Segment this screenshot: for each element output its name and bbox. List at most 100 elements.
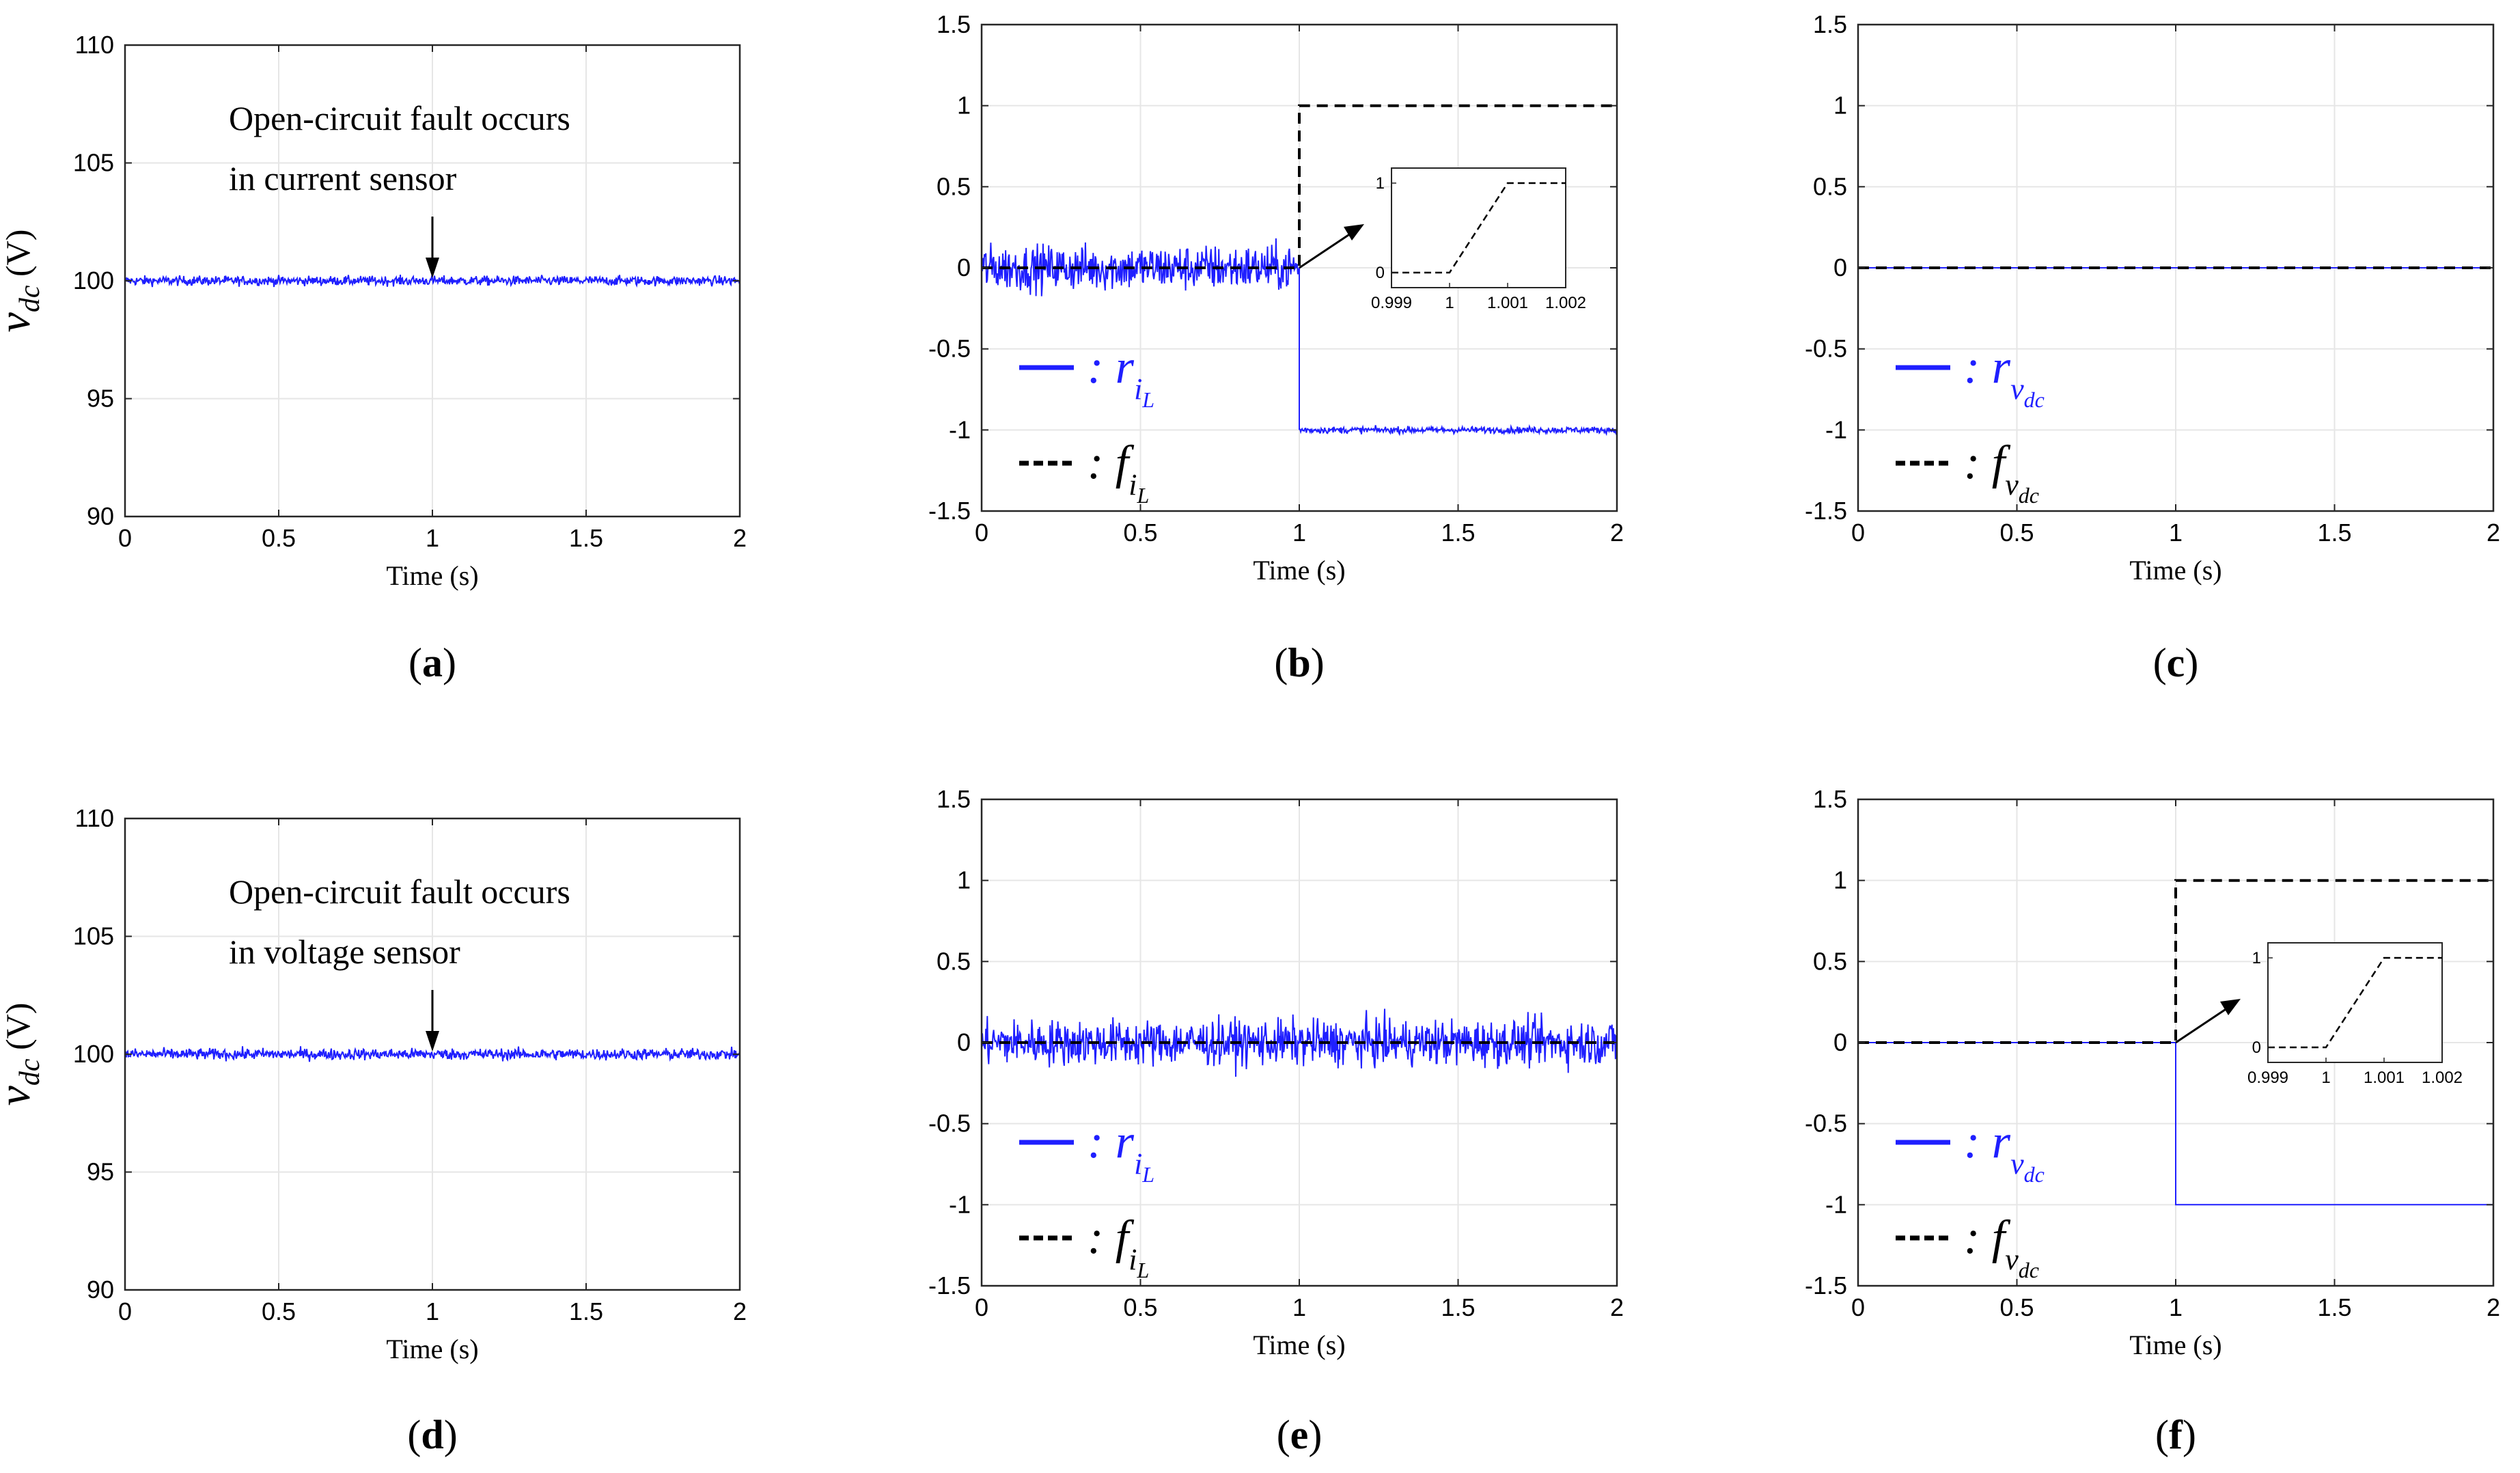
y-tick-label: -1.5 bbox=[928, 1271, 971, 1299]
x-axis-label: Time (s) bbox=[386, 1334, 478, 1364]
chart-f: 0 0.5 1 1.5 2 -1.5 -1 -0.5 0 0.5 1 1.5 Time (s): rvd… bbox=[1805, 785, 2500, 1457]
x-tick-label: 0.5 bbox=[1999, 1293, 2034, 1321]
y-tick-label: -1 bbox=[949, 415, 971, 443]
inset-arrow-head bbox=[1344, 224, 1364, 240]
y-tick-label: 1 bbox=[957, 92, 971, 120]
x-tick-label: 0.5 bbox=[1123, 519, 1157, 547]
y-tick-label: 0.5 bbox=[937, 172, 971, 200]
y-tick-label: 1.5 bbox=[937, 10, 971, 38]
legend-label: : fvdc bbox=[1964, 437, 2039, 508]
x-tick-label: 0 bbox=[975, 519, 988, 547]
y-tick-label: 0.5 bbox=[1813, 947, 1847, 975]
series-v_dc bbox=[124, 1046, 740, 1062]
chart-d: 0 0.5 1 1.5 2 90 95 100 105 110 Time (s) vdc (V) Ope… bbox=[0, 804, 747, 1457]
y-tick-label: 0 bbox=[1833, 1028, 1847, 1056]
y-tick-label: -0.5 bbox=[928, 1110, 971, 1138]
y-tick-label: 0.5 bbox=[1813, 172, 1847, 200]
y-tick-label: -0.5 bbox=[1805, 335, 1847, 363]
y-tick-label: 95 bbox=[87, 1158, 114, 1186]
x-tick-label: 0.5 bbox=[262, 1297, 296, 1325]
chart-e: 0 0.5 1 1.5 2 -1.5 -1 -0.5 0 0.5 1 1.5 Time (s): riL… bbox=[928, 785, 1624, 1457]
inset-y-tick-label: 0 bbox=[1376, 264, 1385, 282]
legend-label: : fiL bbox=[1088, 1211, 1149, 1282]
panel-caption: (c) bbox=[2153, 640, 2199, 685]
y-tick-label: -1 bbox=[1825, 415, 1847, 443]
x-tick-label: 1.5 bbox=[1441, 1293, 1475, 1321]
x-tick-label: 0 bbox=[118, 1297, 132, 1325]
series-f_iL bbox=[982, 104, 1617, 269]
y-tick-label: 95 bbox=[87, 385, 114, 413]
x-tick-label: 2 bbox=[733, 1297, 747, 1325]
x-tick-label: 1.5 bbox=[2317, 1293, 2351, 1321]
x-tick-label: 0.5 bbox=[1999, 519, 2034, 547]
y-tick-label: 1 bbox=[1833, 866, 1847, 894]
y-tick-label: -0.5 bbox=[1805, 1110, 1847, 1138]
x-tick-label: 1.5 bbox=[569, 1297, 603, 1325]
x-tick-label: 2 bbox=[1610, 519, 1624, 547]
y-tick-label: 90 bbox=[87, 502, 114, 530]
y-axis-label: vdc (V) bbox=[0, 230, 46, 333]
inset-y-tick-label: 0 bbox=[2252, 1038, 2261, 1057]
x-tick-label: 1 bbox=[426, 1297, 439, 1325]
y-tick-label: 105 bbox=[73, 922, 114, 950]
y-tick-label: 0 bbox=[1833, 253, 1847, 281]
inset-y-tick-label: 1 bbox=[2252, 949, 2261, 967]
chart-a: 0 0.5 1 1.5 2 90 95 100 105 110 Time (s) vdc (V) Ope… bbox=[0, 31, 747, 685]
legend-label: : riL bbox=[1088, 341, 1154, 412]
panel-caption: (e) bbox=[1277, 1412, 1323, 1457]
inset-x-tick-label: 1.001 bbox=[2364, 1069, 2405, 1087]
x-tick-label: 1.5 bbox=[1441, 519, 1475, 547]
y-tick-label: 105 bbox=[73, 149, 114, 177]
x-tick-label: 1 bbox=[2169, 1293, 2183, 1321]
inset-series bbox=[2268, 956, 2442, 1049]
x-tick-label: 0 bbox=[1851, 519, 1865, 547]
inset-x-tick-label: 1.002 bbox=[1545, 294, 1586, 312]
annotation-text: in voltage sensor bbox=[229, 933, 460, 971]
annotation-text: Open-circuit fault occurs bbox=[229, 99, 570, 137]
chart-b: 0 0.5 1 1.5 2 -1.5 -1 -0.5 0 0.5 1 1.5 Time (s): riL… bbox=[928, 10, 1624, 685]
annotation-arrow-head bbox=[426, 1031, 439, 1051]
panel-caption: (a) bbox=[409, 640, 456, 685]
y-tick-label: -1 bbox=[1825, 1190, 1847, 1218]
x-axis-label: Time (s) bbox=[2129, 1330, 2221, 1360]
x-axis-label: Time (s) bbox=[1253, 1330, 1345, 1360]
y-tick-label: 0 bbox=[957, 253, 971, 281]
x-tick-label: 2 bbox=[2487, 1293, 2500, 1321]
x-tick-label: 1 bbox=[1292, 519, 1306, 547]
x-tick-label: 0.5 bbox=[1123, 1293, 1157, 1321]
y-tick-label: 1.5 bbox=[1813, 785, 1847, 813]
inset-x-tick-label: 0.999 bbox=[1371, 294, 1412, 312]
series-r_vdc bbox=[1858, 1042, 2493, 1206]
inset-x-tick-label: 1.002 bbox=[2422, 1069, 2463, 1087]
x-tick-label: 1.5 bbox=[2317, 519, 2351, 547]
x-tick-label: 1 bbox=[426, 524, 439, 552]
x-axis-label: Time (s) bbox=[386, 560, 478, 591]
series-r_iL bbox=[981, 1008, 1618, 1077]
inset-x-tick-label: 1.001 bbox=[1487, 294, 1528, 312]
inset-y-tick-label: 1 bbox=[1376, 174, 1385, 193]
y-tick-label: 1 bbox=[1833, 92, 1847, 120]
y-tick-label: 1 bbox=[957, 866, 971, 894]
inset-x-tick-label: 1 bbox=[2321, 1069, 2330, 1087]
panel-caption: (b) bbox=[1274, 640, 1324, 685]
x-tick-label: 0 bbox=[975, 1293, 988, 1321]
annotation-text: in current sensor bbox=[229, 159, 457, 197]
x-tick-label: 0.5 bbox=[262, 524, 296, 552]
legend-label: : fiL bbox=[1088, 437, 1149, 508]
y-tick-label: 110 bbox=[75, 31, 114, 59]
series-r_iL bbox=[981, 238, 1618, 437]
legend-label: : riL bbox=[1088, 1116, 1154, 1187]
x-tick-label: 2 bbox=[1610, 1293, 1624, 1321]
x-axis-label: Time (s) bbox=[2129, 555, 2221, 586]
inset-x-tick-label: 1 bbox=[1445, 294, 1454, 312]
x-tick-label: 2 bbox=[733, 524, 747, 552]
y-tick-label: -1.5 bbox=[1805, 497, 1847, 525]
series-f_vdc bbox=[1858, 879, 2493, 1044]
inset-series bbox=[1391, 182, 1566, 274]
x-tick-label: 0 bbox=[118, 524, 132, 552]
y-tick-label: 1.5 bbox=[937, 785, 971, 813]
x-tick-label: 0 bbox=[1851, 1293, 1865, 1321]
x-tick-label: 1.5 bbox=[569, 524, 603, 552]
y-tick-label: -1.5 bbox=[928, 497, 971, 525]
